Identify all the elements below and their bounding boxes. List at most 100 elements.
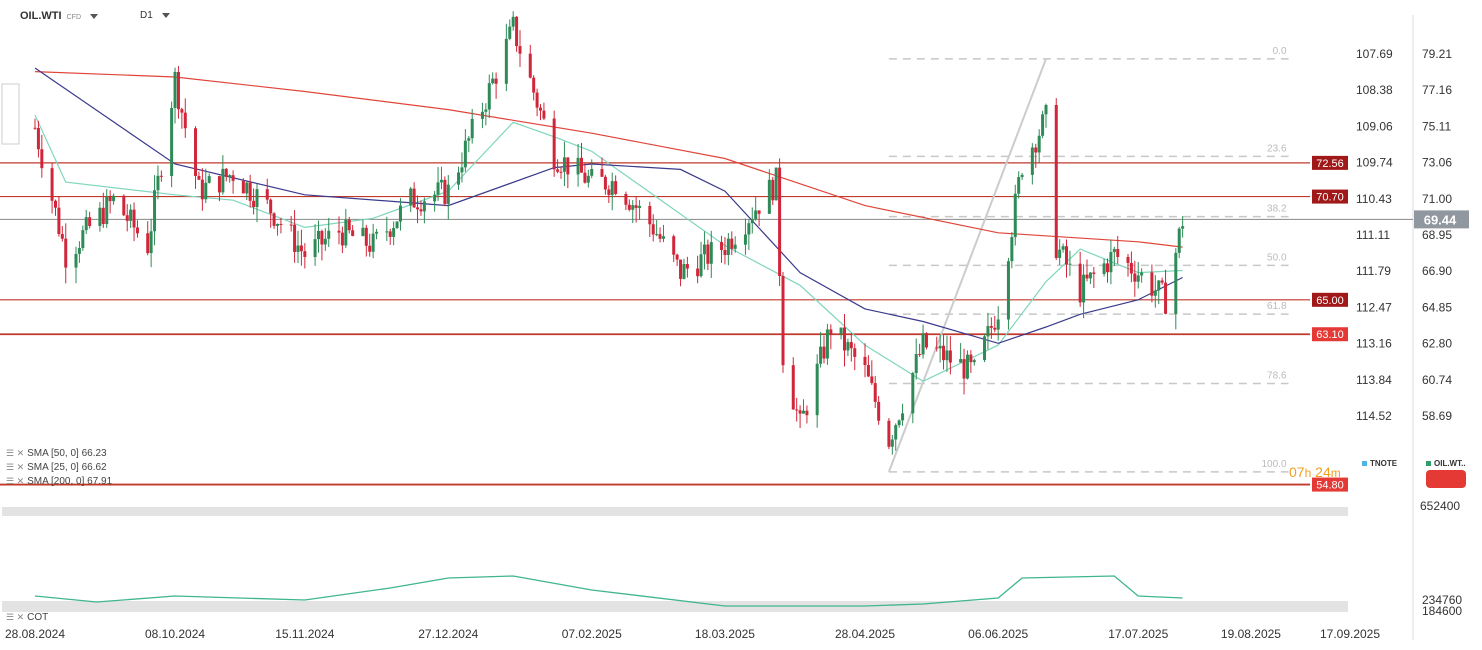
candle-body	[747, 223, 751, 235]
candle-body	[84, 217, 88, 231]
candle	[337, 216, 341, 245]
candle-body	[272, 213, 276, 226]
interval-label: D1	[140, 10, 153, 21]
candle-body	[1112, 248, 1116, 253]
right-axis-tick: 73.06	[1422, 156, 1452, 170]
menu-icon[interactable]: ☰ ✕	[6, 612, 25, 622]
candle-body	[1116, 248, 1120, 257]
candle	[33, 118, 37, 130]
legend-tnote[interactable]: TNOTE	[1362, 459, 1397, 468]
candle-body	[1181, 226, 1185, 229]
indicator-sma25[interactable]: ☰ ✕ SMA [25, 0] 66.62	[6, 462, 107, 473]
candle-body	[1058, 249, 1062, 258]
candle	[938, 334, 942, 363]
fib-level-label: 38.2	[1267, 204, 1287, 215]
candle-body	[586, 175, 590, 183]
candle-body	[566, 157, 570, 175]
candle	[842, 314, 846, 367]
indicator-sma50[interactable]: ☰ ✕ SMA [50, 0] 66.23	[6, 448, 107, 459]
candle-body	[433, 194, 437, 202]
candle	[945, 335, 949, 372]
candle-body	[265, 189, 269, 200]
candle-body	[562, 157, 566, 172]
timer-hours: 07	[1289, 464, 1305, 480]
candle-body	[542, 110, 546, 119]
candle	[1181, 216, 1185, 238]
candle-body	[767, 179, 771, 214]
trade-button[interactable]	[1426, 470, 1466, 488]
candle	[272, 212, 276, 229]
candle-body	[661, 236, 665, 239]
candle-body	[470, 118, 474, 139]
candle-body	[771, 179, 775, 201]
sma200-line	[34, 71, 1183, 248]
x-axis-tick: 17.07.2025	[1108, 627, 1168, 641]
candle	[1037, 129, 1041, 164]
legend-oil[interactable]: OIL.WT..	[1426, 459, 1466, 468]
indicator-cot[interactable]: ☰ ✕ COT	[6, 612, 48, 623]
candle	[624, 191, 628, 211]
symbol-selector[interactable]: OIL.WTI CFD	[20, 10, 99, 22]
candle-body	[508, 26, 512, 39]
candle	[661, 224, 665, 243]
candle	[914, 338, 918, 380]
candle-body	[112, 195, 116, 202]
candle-body	[518, 46, 522, 54]
candle	[1126, 253, 1130, 277]
candle-body	[457, 172, 461, 185]
candle	[470, 108, 474, 144]
candle-body	[313, 239, 317, 257]
candle-body	[1157, 280, 1161, 291]
candle-body	[962, 359, 966, 379]
candle-body	[870, 376, 874, 384]
candle-body	[279, 223, 283, 225]
candle	[539, 104, 543, 121]
candle	[64, 223, 68, 284]
indicator-sma200[interactable]: ☰ ✕ SMA [200, 0] 67.91	[6, 476, 112, 487]
candle-body	[146, 233, 150, 254]
candle	[774, 167, 778, 201]
candle	[679, 259, 683, 287]
candle	[1105, 258, 1109, 283]
candle	[767, 169, 771, 214]
x-axis-tick: 17.09.2025	[1320, 627, 1380, 641]
candle-body	[911, 373, 915, 414]
menu-icon[interactable]: ☰ ✕	[6, 448, 25, 458]
candle	[361, 219, 365, 237]
candle-body	[528, 53, 532, 78]
candle-body	[658, 234, 662, 239]
candle-body	[627, 204, 631, 210]
interval-selector[interactable]: D1	[140, 10, 170, 21]
candle	[409, 186, 413, 213]
indicator-label: SMA [200, 0] 67.91	[27, 476, 113, 487]
candle	[1129, 251, 1133, 283]
chevron-down-icon	[90, 13, 99, 19]
candle	[371, 223, 375, 259]
candle-body	[921, 333, 925, 355]
candle	[743, 218, 747, 255]
candle-body	[839, 327, 843, 335]
candle-body	[1068, 263, 1072, 265]
candle-body	[969, 354, 973, 363]
candle-body	[699, 254, 703, 277]
candle-body	[583, 172, 587, 183]
candle-body	[388, 231, 392, 237]
candle-body	[887, 420, 891, 447]
candle	[829, 324, 833, 350]
candle-body	[364, 227, 368, 246]
candle	[289, 215, 293, 232]
candle	[730, 231, 734, 256]
candle	[825, 323, 829, 365]
panel-separator	[2, 507, 1348, 516]
candle	[1034, 143, 1038, 168]
candle	[385, 216, 389, 242]
candle	[781, 271, 785, 373]
candle-body	[347, 219, 351, 231]
candle	[972, 358, 976, 366]
candle	[723, 237, 727, 265]
candle	[986, 312, 990, 350]
candle	[610, 172, 614, 211]
menu-icon[interactable]: ☰ ✕	[6, 476, 25, 486]
menu-icon[interactable]: ☰ ✕	[6, 462, 25, 472]
